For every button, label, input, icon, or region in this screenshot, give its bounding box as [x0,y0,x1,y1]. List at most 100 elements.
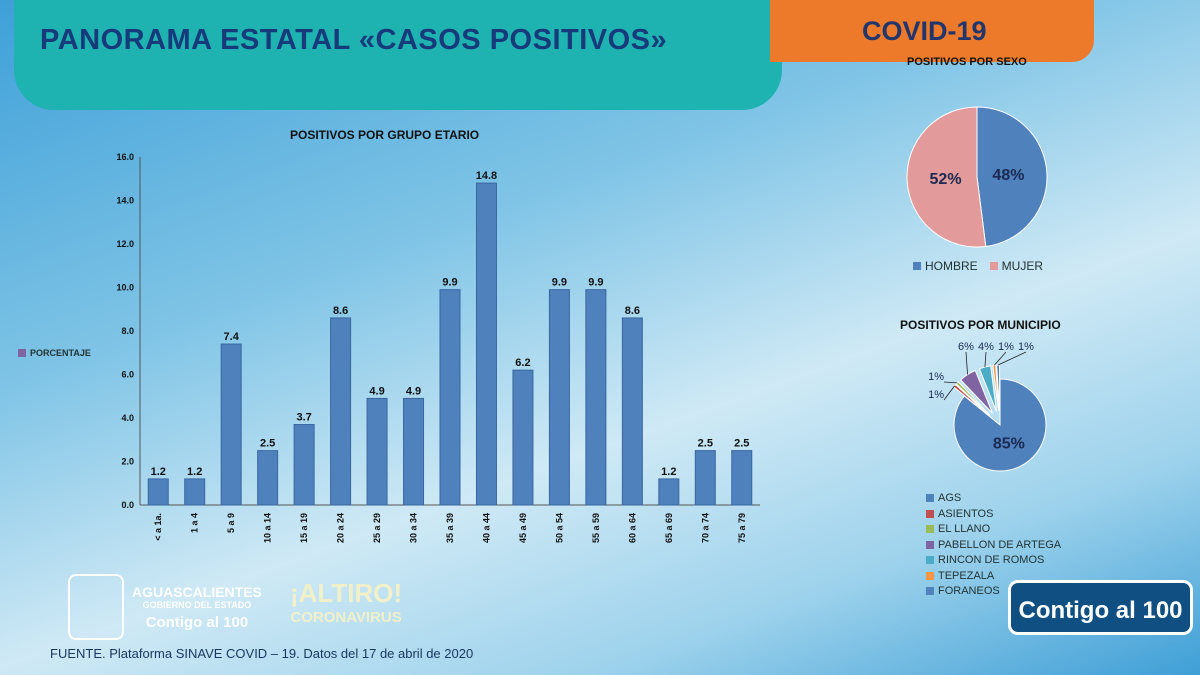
municipio-pie-leader-line [943,385,955,401]
bar [220,343,242,506]
x-tick-label: 15 a 19 [299,513,309,543]
bar [147,478,169,506]
logo-corona: CORONAVIRUS [290,609,402,626]
bar-data-label: 1.2 [187,466,202,478]
y-tick-label: 12.0 [116,239,134,249]
x-tick-label: 65 a 69 [664,513,674,543]
legend-swatch [926,509,934,518]
x-tick-label: 40 a 44 [481,513,491,543]
y-tick-label: 6.0 [121,370,134,380]
municipio-pie-slice [978,365,997,412]
bar-data-label: 2.5 [734,438,749,450]
bar-data-label: 7.4 [224,331,240,343]
legend-label: RINCON DE ROMOS [938,554,1045,566]
legend-swatch [926,540,934,549]
contigo-badge: Contigo al 100 [1008,580,1193,635]
bar [731,450,753,506]
bar [439,289,461,506]
bar [475,182,497,506]
x-tick-label: 1 a 4 [190,513,200,533]
municipio-pie-slice [959,369,993,414]
legend-item: RINCON DE ROMOS [926,554,1044,566]
municipio-pie-data-label: 6% [958,341,974,353]
x-tick-label: 50 a 54 [554,513,564,543]
x-tick-label: 60 a 64 [627,513,637,543]
x-tick-label: 10 a 14 [263,513,273,543]
municipio-pie-leader-line [965,351,968,375]
legend-label: MUJER [1001,259,1044,273]
municipio-pie-data-label: 1% [928,371,944,383]
x-tick-label: 25 a 29 [372,513,382,543]
sex-pie-data-label: 48% [992,167,1024,184]
legend-label: PORCENTAJE [30,348,91,358]
municipio-pie-slice [955,381,991,416]
covid-badge-text: COVID-19 [862,16,987,46]
municipio-pie-data-label: 1% [998,341,1014,353]
municipio-pie-data-label: 85% [993,436,1025,453]
header-banner: PANORAMA ESTATAL «CASOS POSITIVOS» [14,0,782,110]
bar [257,450,279,506]
bar [621,317,643,506]
legend-swatch [926,571,934,580]
x-tick-label: 45 a 49 [518,513,528,543]
legend-label: TEPEZALA [938,569,995,582]
legend-item: PABELLON DE ARTEGA [926,539,1061,551]
legend-item: TEPEZALA [926,570,994,582]
x-tick-label: 55 a 59 [591,513,601,543]
bar-data-label: 8.6 [333,305,348,317]
bar-data-label: 9.9 [588,277,603,289]
bar [366,397,388,506]
logo-gov: GOBIERNO DEL ESTADO [142,600,252,610]
legend-label: FORANEOS [938,585,1000,597]
y-tick-label: 4.0 [121,413,134,423]
source-note: FUENTE. Plataforma SINAVE COVID – 19. Da… [50,646,474,661]
legend-swatch [18,349,26,357]
municipio-pie-data-label: 4% [978,341,994,353]
municipio-pie-slice [996,364,1001,412]
legend-label: HOMBRE [925,259,978,273]
x-tick-label: 75 a 79 [737,513,747,543]
legend-item: EL LLANO [926,523,990,535]
bar-chart-title: POSITIVOS POR GRUPO ETARIO [290,128,480,142]
bar-data-label: 3.7 [296,412,311,424]
state-logo: AGUASCALIENTES GOBIERNO DEL ESTADO Conti… [132,584,262,631]
y-tick-label: 10.0 [116,283,134,293]
legend-item: FORANEOS [926,585,1000,597]
bar-legend: PORCENTAJE [18,348,91,358]
municipio-pie-leader-line [943,381,958,384]
municipio-pie-slice [953,378,1047,472]
sex-pie-title: POSITIVOS POR SEXO [907,56,1027,68]
bar-data-label: 1.2 [661,466,676,478]
bar [403,397,425,506]
sex-legend: HOMBRE MUJER [913,259,1043,273]
bar-data-label: 4.9 [406,385,421,397]
municipio-pie-title: POSITIVOS POR MUNICIPIO [900,318,1061,332]
x-tick-label: 35 a 39 [445,513,455,543]
bar [512,369,534,506]
bar [184,478,206,506]
bar-data-label: 1.2 [151,466,166,478]
bar-data-label: 2.5 [260,438,275,450]
y-tick-label: 8.0 [121,326,134,336]
logo-state: AGUASCALIENTES [132,584,262,600]
legend-item: AGS [926,492,961,504]
legend-swatch [926,587,934,595]
legend-swatch [926,525,934,533]
y-tick-label: 16.0 [116,152,134,162]
x-tick-label: 20 a 24 [336,513,346,543]
sex-pie-slice [906,106,987,248]
logo-altiro: ¡ALTIRO! [290,578,403,608]
legend-swatch [913,262,921,270]
legend-label: AGS [938,492,962,504]
bar-data-label: 9.9 [552,277,567,289]
legend-item: ASIENTOS [926,508,993,520]
bar [585,289,607,506]
covid-badge: COVID-19 [770,0,1094,62]
logo-slogan: Contigo al 100 [145,614,249,631]
sex-pie-slice [976,106,1048,248]
municipio-pie-data-label: 1% [1018,341,1034,353]
page-title: PANORAMA ESTATAL «CASOS POSITIVOS» [40,24,668,56]
bar [694,450,716,506]
legend-label: EL LLANO [938,523,991,535]
